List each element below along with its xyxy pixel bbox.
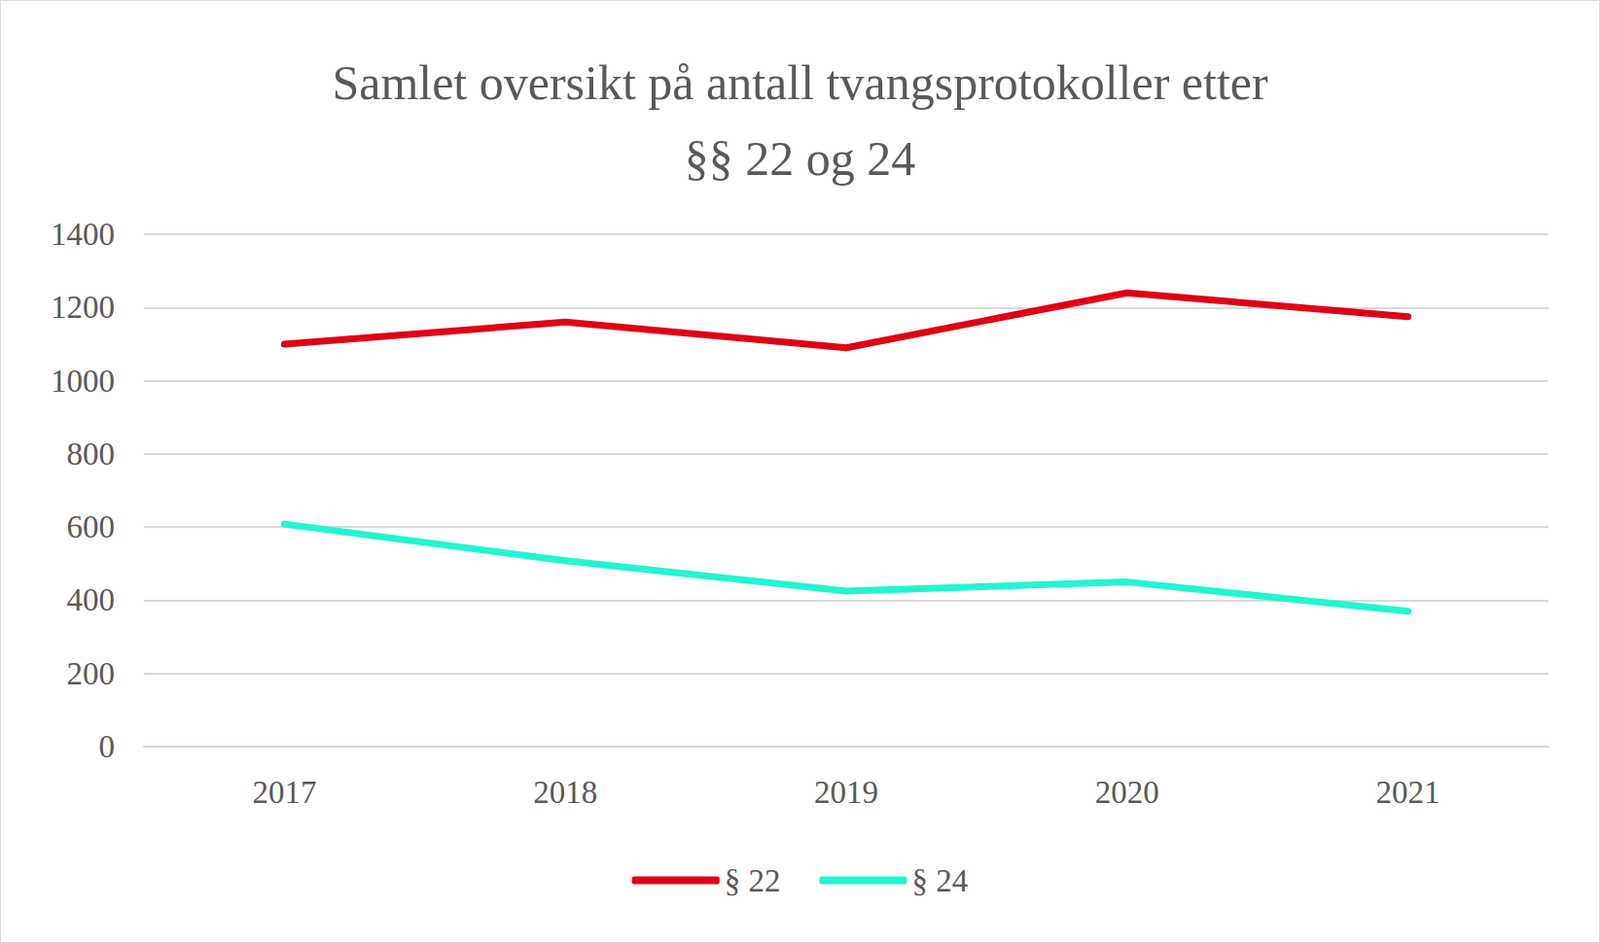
svg-text:§ 24: § 24 [912,863,969,899]
svg-text:2020: 2020 [1095,775,1160,811]
svg-text:Samlet oversikt på antall tvan: Samlet oversikt på antall tvangsprotokol… [331,55,1269,110]
svg-text:600: 600 [67,509,116,545]
svg-text:200: 200 [67,656,116,692]
svg-text:2019: 2019 [814,775,879,811]
svg-text:2021: 2021 [1376,775,1441,811]
svg-text:§ 22: § 22 [724,863,782,899]
svg-text:1400: 1400 [50,216,115,252]
svg-text:2017: 2017 [251,775,317,811]
svg-text:400: 400 [67,582,116,618]
svg-text:2018: 2018 [533,775,598,811]
svg-text:§§ 22 og 24: §§ 22 og 24 [684,131,917,186]
svg-text:1000: 1000 [50,363,115,399]
svg-text:1200: 1200 [50,289,115,325]
svg-text:0: 0 [99,729,116,765]
svg-text:800: 800 [67,436,116,472]
